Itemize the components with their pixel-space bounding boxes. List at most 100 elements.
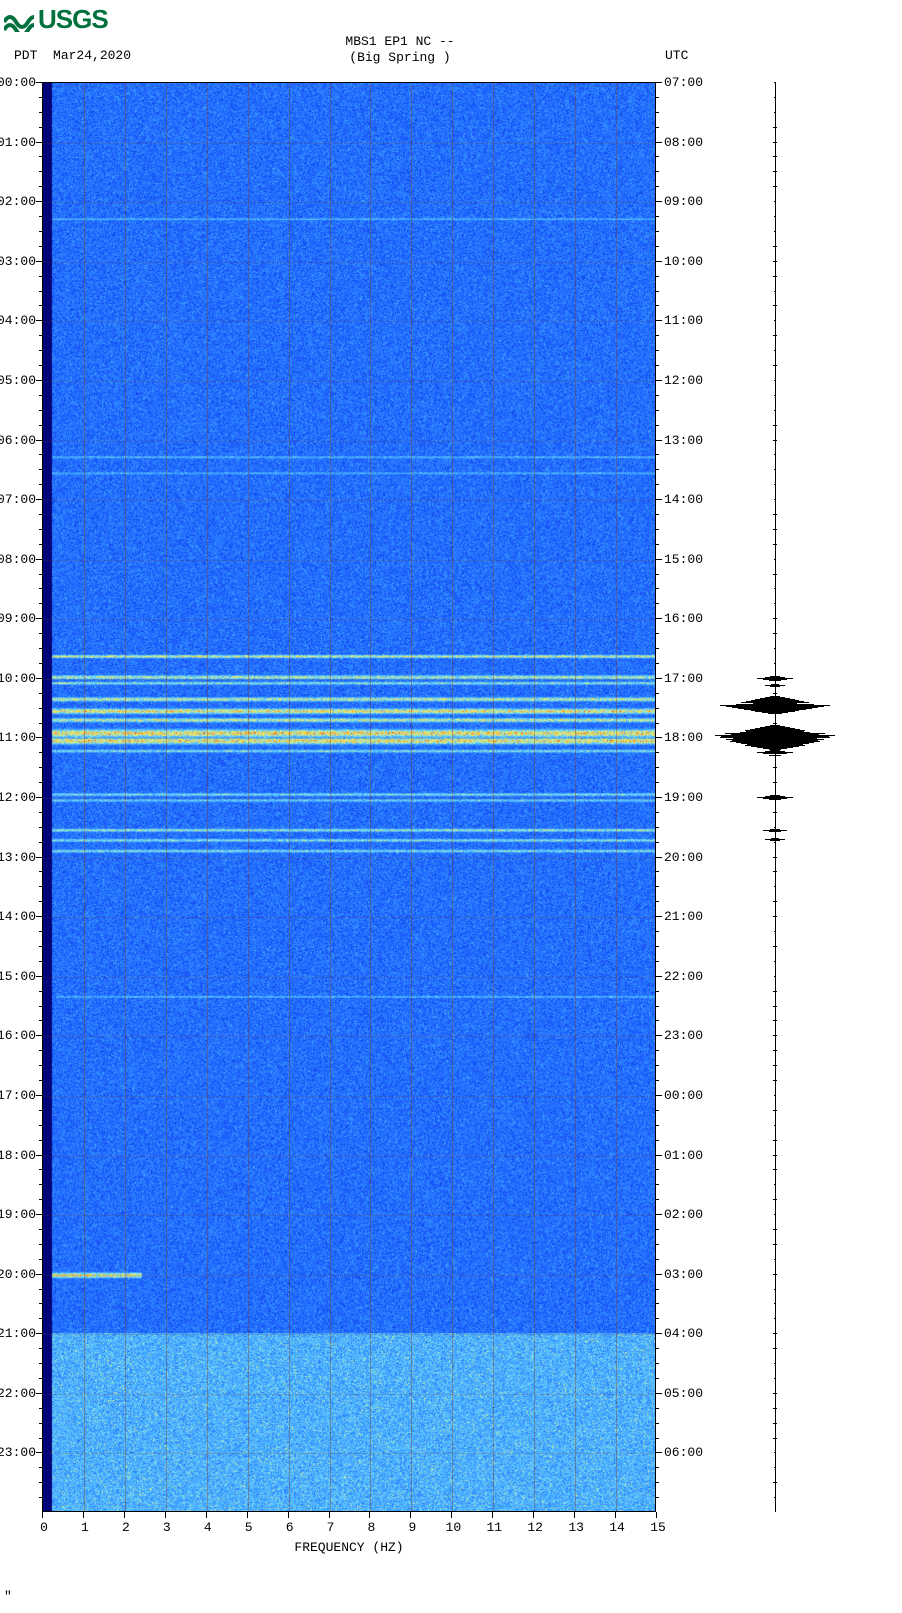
seis-spike xyxy=(774,484,776,485)
seis-spike xyxy=(773,1140,777,1141)
seis-spike xyxy=(774,886,776,887)
y-right-tick-label: 02:00 xyxy=(664,1207,703,1222)
seis-spike xyxy=(774,410,776,411)
seis-spike xyxy=(774,320,776,321)
seis-spike xyxy=(751,700,800,701)
x-tick-label: 2 xyxy=(116,1520,136,1535)
seis-spike xyxy=(773,156,777,157)
seis-spike xyxy=(774,216,776,217)
seis-spike xyxy=(774,499,776,500)
seis-spike xyxy=(770,696,780,697)
y-left-tick-label: 15:00 xyxy=(0,969,36,984)
wave-icon xyxy=(4,8,34,32)
seis-spike xyxy=(774,1378,776,1379)
y-left-tick-label: 16:00 xyxy=(0,1028,36,1043)
seis-spike xyxy=(773,1244,777,1245)
seis-spike xyxy=(774,588,776,589)
seis-spike xyxy=(773,246,777,247)
seis-spike xyxy=(774,1095,776,1096)
y-right-tick-label: 08:00 xyxy=(664,135,703,150)
y-right-tick-label: 22:00 xyxy=(664,969,703,984)
seis-spike xyxy=(774,648,776,649)
x-tick-label: 3 xyxy=(157,1520,177,1535)
seis-spike xyxy=(765,726,784,727)
seis-spike xyxy=(770,686,780,687)
seis-spike xyxy=(760,731,789,732)
y-left-tick-label: 22:00 xyxy=(0,1386,36,1401)
seis-spike xyxy=(773,1065,777,1066)
seis-spike xyxy=(773,1438,777,1439)
y-right-tick-label: 04:00 xyxy=(664,1326,703,1341)
x-tick-label: 7 xyxy=(321,1520,341,1535)
x-tick-label: 5 xyxy=(239,1520,259,1535)
seis-spike xyxy=(770,740,780,741)
seis-spike xyxy=(774,454,776,455)
x-tick-label: 0 xyxy=(34,1520,54,1535)
usgs-logo: USGS xyxy=(4,4,108,35)
seis-spike xyxy=(770,750,780,751)
y-right-tick-label: 13:00 xyxy=(664,433,703,448)
seis-spike xyxy=(773,440,777,441)
y-right-tick-label: 09:00 xyxy=(664,194,703,209)
y-right-tick-label: 17:00 xyxy=(664,671,703,686)
seis-spike xyxy=(774,97,776,98)
y-left-tick-label: 12:00 xyxy=(0,790,36,805)
seis-spike xyxy=(773,544,777,545)
seis-spike xyxy=(773,1006,777,1007)
seis-spike xyxy=(762,735,789,736)
y-left-tick-label: 07:00 xyxy=(0,492,36,507)
seis-spike xyxy=(769,680,781,681)
seis-spike xyxy=(773,1110,777,1111)
y-left-tick-label: 18:00 xyxy=(0,1148,36,1163)
seis-spike xyxy=(770,729,780,730)
seis-spike xyxy=(769,799,781,800)
seis-spike xyxy=(773,1169,777,1170)
seis-spike xyxy=(774,350,776,351)
y-left-tick-label: 23:00 xyxy=(0,1445,36,1460)
x-tick-label: 13 xyxy=(566,1520,586,1535)
seis-spike xyxy=(773,1199,777,1200)
seis-spike xyxy=(774,603,776,604)
seis-spike xyxy=(774,1125,776,1126)
seis-spike xyxy=(774,469,776,470)
seis-spike xyxy=(771,733,780,734)
spectrogram-canvas xyxy=(43,83,655,1511)
x-tick-label: 9 xyxy=(402,1520,422,1535)
y-left-tick-label: 21:00 xyxy=(0,1326,36,1341)
seis-spike xyxy=(773,261,777,262)
seis-spike xyxy=(773,901,777,902)
seis-spike xyxy=(773,857,777,858)
y-left-tick-label: 02:00 xyxy=(0,194,36,209)
y-left-tick-label: 11:00 xyxy=(0,730,36,745)
y-right-tick-label: 15:00 xyxy=(664,552,703,567)
seis-spike xyxy=(773,1482,777,1483)
y-left-tick-label: 03:00 xyxy=(0,254,36,269)
seis-spike xyxy=(773,1020,777,1021)
y-left-tick-label: 10:00 xyxy=(0,671,36,686)
spectrogram-plot xyxy=(42,82,656,1512)
seis-spike xyxy=(768,713,781,714)
seis-spike xyxy=(773,425,777,426)
y-left-tick-label: 20:00 xyxy=(0,1267,36,1282)
seis-spike xyxy=(760,698,789,699)
usgs-logo-text: USGS xyxy=(38,4,108,35)
seis-spike xyxy=(773,1155,777,1156)
seis-spike xyxy=(773,127,777,128)
seis-spike xyxy=(741,702,809,703)
seis-spike xyxy=(773,1035,777,1036)
seis-spike xyxy=(774,380,776,381)
seis-spike xyxy=(746,701,805,702)
seis-spike xyxy=(774,842,776,843)
seis-spike xyxy=(773,1348,777,1349)
seis-spike xyxy=(774,559,776,560)
y-right-tick-label: 07:00 xyxy=(664,75,703,90)
x-tick-label: 14 xyxy=(607,1520,627,1535)
seis-spike xyxy=(773,708,777,709)
seis-spike xyxy=(736,704,814,705)
seis-spike xyxy=(773,1393,777,1394)
seis-spike xyxy=(774,931,776,932)
x-tick-label: 12 xyxy=(525,1520,545,1535)
seis-spike xyxy=(769,755,781,756)
y-left-tick-label: 17:00 xyxy=(0,1088,36,1103)
y-right-tick-label: 11:00 xyxy=(664,313,703,328)
